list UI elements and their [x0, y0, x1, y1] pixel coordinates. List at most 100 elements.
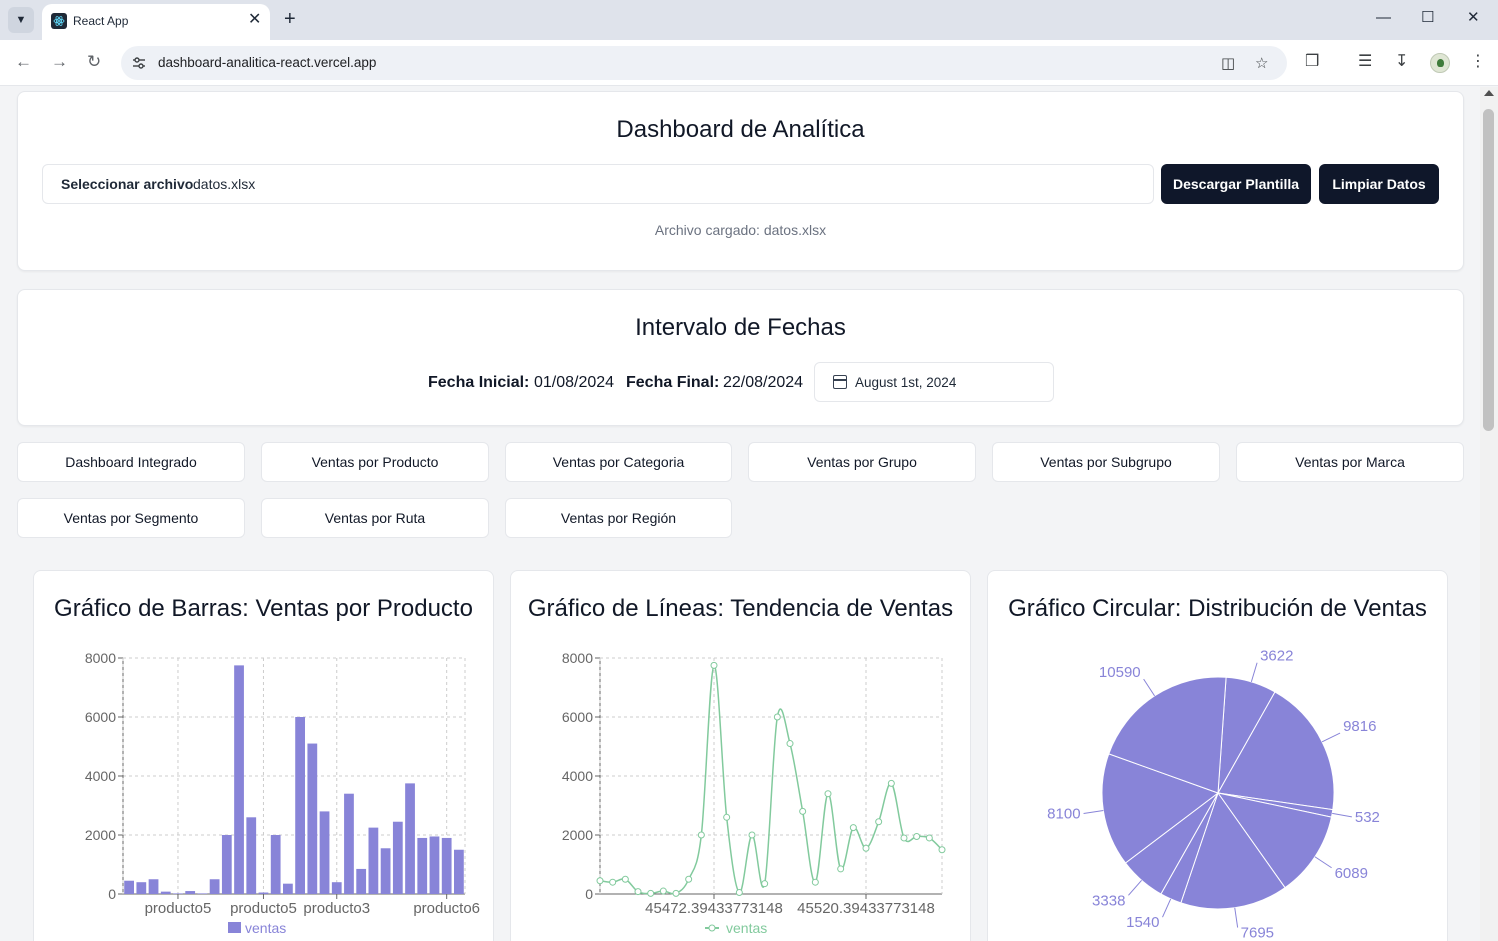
pie-label: 1540: [1126, 914, 1159, 931]
data-point: [621, 875, 629, 883]
bar: [221, 835, 232, 894]
tab-ventas-region[interactable]: Ventas por Región: [505, 498, 732, 538]
profile-avatar[interactable]: [1430, 53, 1450, 73]
minimize-icon[interactable]: —: [1376, 9, 1391, 26]
data-point: [811, 878, 819, 886]
clear-data-button[interactable]: Limpiar Datos: [1319, 164, 1439, 204]
upload-card: Dashboard de Analítica Seleccionar archi…: [17, 91, 1464, 271]
scroll-up-arrow-icon[interactable]: [1484, 90, 1494, 96]
data-point: [887, 779, 895, 787]
bar: [319, 811, 330, 894]
y-tick-label: 6000: [562, 709, 593, 725]
choose-file-button[interactable]: Seleccionar archivo: [61, 176, 194, 192]
y-tick-label: 0: [108, 886, 116, 902]
pie-label: 10590: [1099, 664, 1141, 681]
bar: [197, 893, 208, 894]
legend[interactable]: ventas: [705, 920, 767, 936]
bar: [392, 821, 403, 894]
y-tick-label: 4000: [85, 768, 116, 784]
data-point: [761, 880, 769, 888]
forward-arrow-icon[interactable]: →: [51, 52, 68, 71]
data-point: [685, 875, 693, 883]
download-icon[interactable]: ↧: [1395, 53, 1409, 70]
tab-ventas-marca[interactable]: Ventas por Marca: [1236, 442, 1464, 482]
install-app-icon[interactable]: ◫: [1221, 55, 1236, 72]
bar: [368, 827, 379, 894]
data-point: [875, 818, 883, 826]
pie-label-line: [1321, 732, 1341, 743]
bookmark-star-icon[interactable]: ☆: [1255, 55, 1269, 72]
data-point: [786, 740, 794, 748]
x-tick-label: 45520.39433773148: [797, 900, 935, 917]
tab-search-button[interactable]: ▼: [8, 7, 34, 33]
scroll-thumb[interactable]: [1483, 109, 1494, 431]
bar: [246, 817, 257, 894]
data-point: [938, 846, 946, 854]
date-picker-input[interactable]: August 1st, 2024: [814, 362, 1054, 402]
back-arrow-icon[interactable]: ←: [15, 52, 32, 71]
chevron-down-icon: ▼: [15, 14, 27, 26]
pie-slice: [1216, 792, 1333, 889]
file-name: datos.xlsx: [193, 176, 256, 192]
bar: [283, 883, 293, 894]
menu-kebab-icon[interactable]: ⋮: [1470, 53, 1486, 70]
bar-chart-title: Gráfico de Barras: Ventas por Producto: [54, 595, 473, 622]
start-date-value: 01/08/2024: [534, 374, 615, 391]
data-point: [862, 844, 870, 852]
page-scrollbar[interactable]: [1480, 87, 1498, 941]
bar: [429, 836, 440, 894]
tab-ventas-ruta[interactable]: Ventas por Ruta: [261, 498, 489, 538]
line-chart-card: Gráfico de Líneas: Tendencia de Ventas 0…: [510, 570, 971, 941]
data-point: [735, 889, 743, 897]
y-tick-label: 8000: [562, 650, 593, 666]
close-icon[interactable]: ✕: [248, 11, 262, 28]
pie-chart-title: Gráfico Circular: Distribución de Ventas: [1008, 595, 1427, 622]
react-logo-icon: [51, 13, 67, 29]
maximize-icon[interactable]: ☐: [1421, 9, 1435, 26]
tab-ventas-producto[interactable]: Ventas por Producto: [261, 442, 489, 482]
extensions-icon[interactable]: ❒: [1305, 53, 1320, 70]
reload-icon[interactable]: ↻: [87, 52, 102, 71]
tab-ventas-grupo[interactable]: Ventas por Grupo: [748, 442, 976, 482]
data-point: [799, 807, 807, 815]
window-close-icon[interactable]: ✕: [1467, 9, 1480, 26]
pie-slice: [1180, 791, 1286, 910]
browser-tabstrip: ▼ React App ✕ + — ☐ ✕: [0, 0, 1498, 40]
y-tick-label: 6000: [85, 709, 116, 725]
bar: [417, 837, 428, 894]
new-tab-button[interactable]: +: [284, 8, 296, 30]
data-point: [748, 831, 756, 839]
bar: [331, 882, 342, 894]
y-tick-label: 2000: [562, 827, 593, 843]
browser-tab[interactable]: React App ✕: [42, 4, 270, 40]
media-controls-icon[interactable]: ☰: [1358, 53, 1373, 70]
pie-label: 9816: [1343, 718, 1376, 735]
address-bar[interactable]: dashboard-analitica-react.vercel.app ◫ ☆: [121, 46, 1287, 80]
bar: [441, 837, 452, 894]
data-point: [659, 887, 667, 895]
tab-dashboard-integrado[interactable]: Dashboard Integrado: [17, 442, 245, 482]
x-tick-label: producto6: [413, 900, 480, 917]
x-tick-label: producto5: [145, 900, 212, 917]
pie-label-line: [1083, 810, 1104, 815]
bar: [173, 893, 183, 894]
url-text: dashboard-analitica-react.vercel.app: [158, 55, 377, 70]
file-input[interactable]: Seleccionar archivo datos.xlsx: [42, 164, 1154, 204]
date-range-title: Intervalo de Fechas: [635, 314, 846, 341]
bar: [295, 717, 305, 894]
series-line: [599, 664, 943, 895]
bar: [258, 892, 269, 894]
pie-label: 7695: [1241, 925, 1274, 941]
download-template-button[interactable]: Descargar Plantilla: [1161, 164, 1311, 204]
pie-label-line: [1128, 879, 1142, 896]
tab-ventas-subgrupo[interactable]: Ventas por Subgrupo: [992, 442, 1220, 482]
tab-ventas-categoria[interactable]: Ventas por Categoria: [505, 442, 732, 482]
site-settings-icon[interactable]: [131, 55, 147, 71]
tab-ventas-segmento[interactable]: Ventas por Segmento: [17, 498, 245, 538]
legend[interactable]: ventas: [228, 920, 286, 936]
pie-slice: [1217, 691, 1335, 811]
date-range-card: Intervalo de Fechas Fecha Inicial: 01/08…: [17, 289, 1464, 426]
bar: [356, 868, 367, 894]
date-picker-value: August 1st, 2024: [855, 375, 957, 390]
